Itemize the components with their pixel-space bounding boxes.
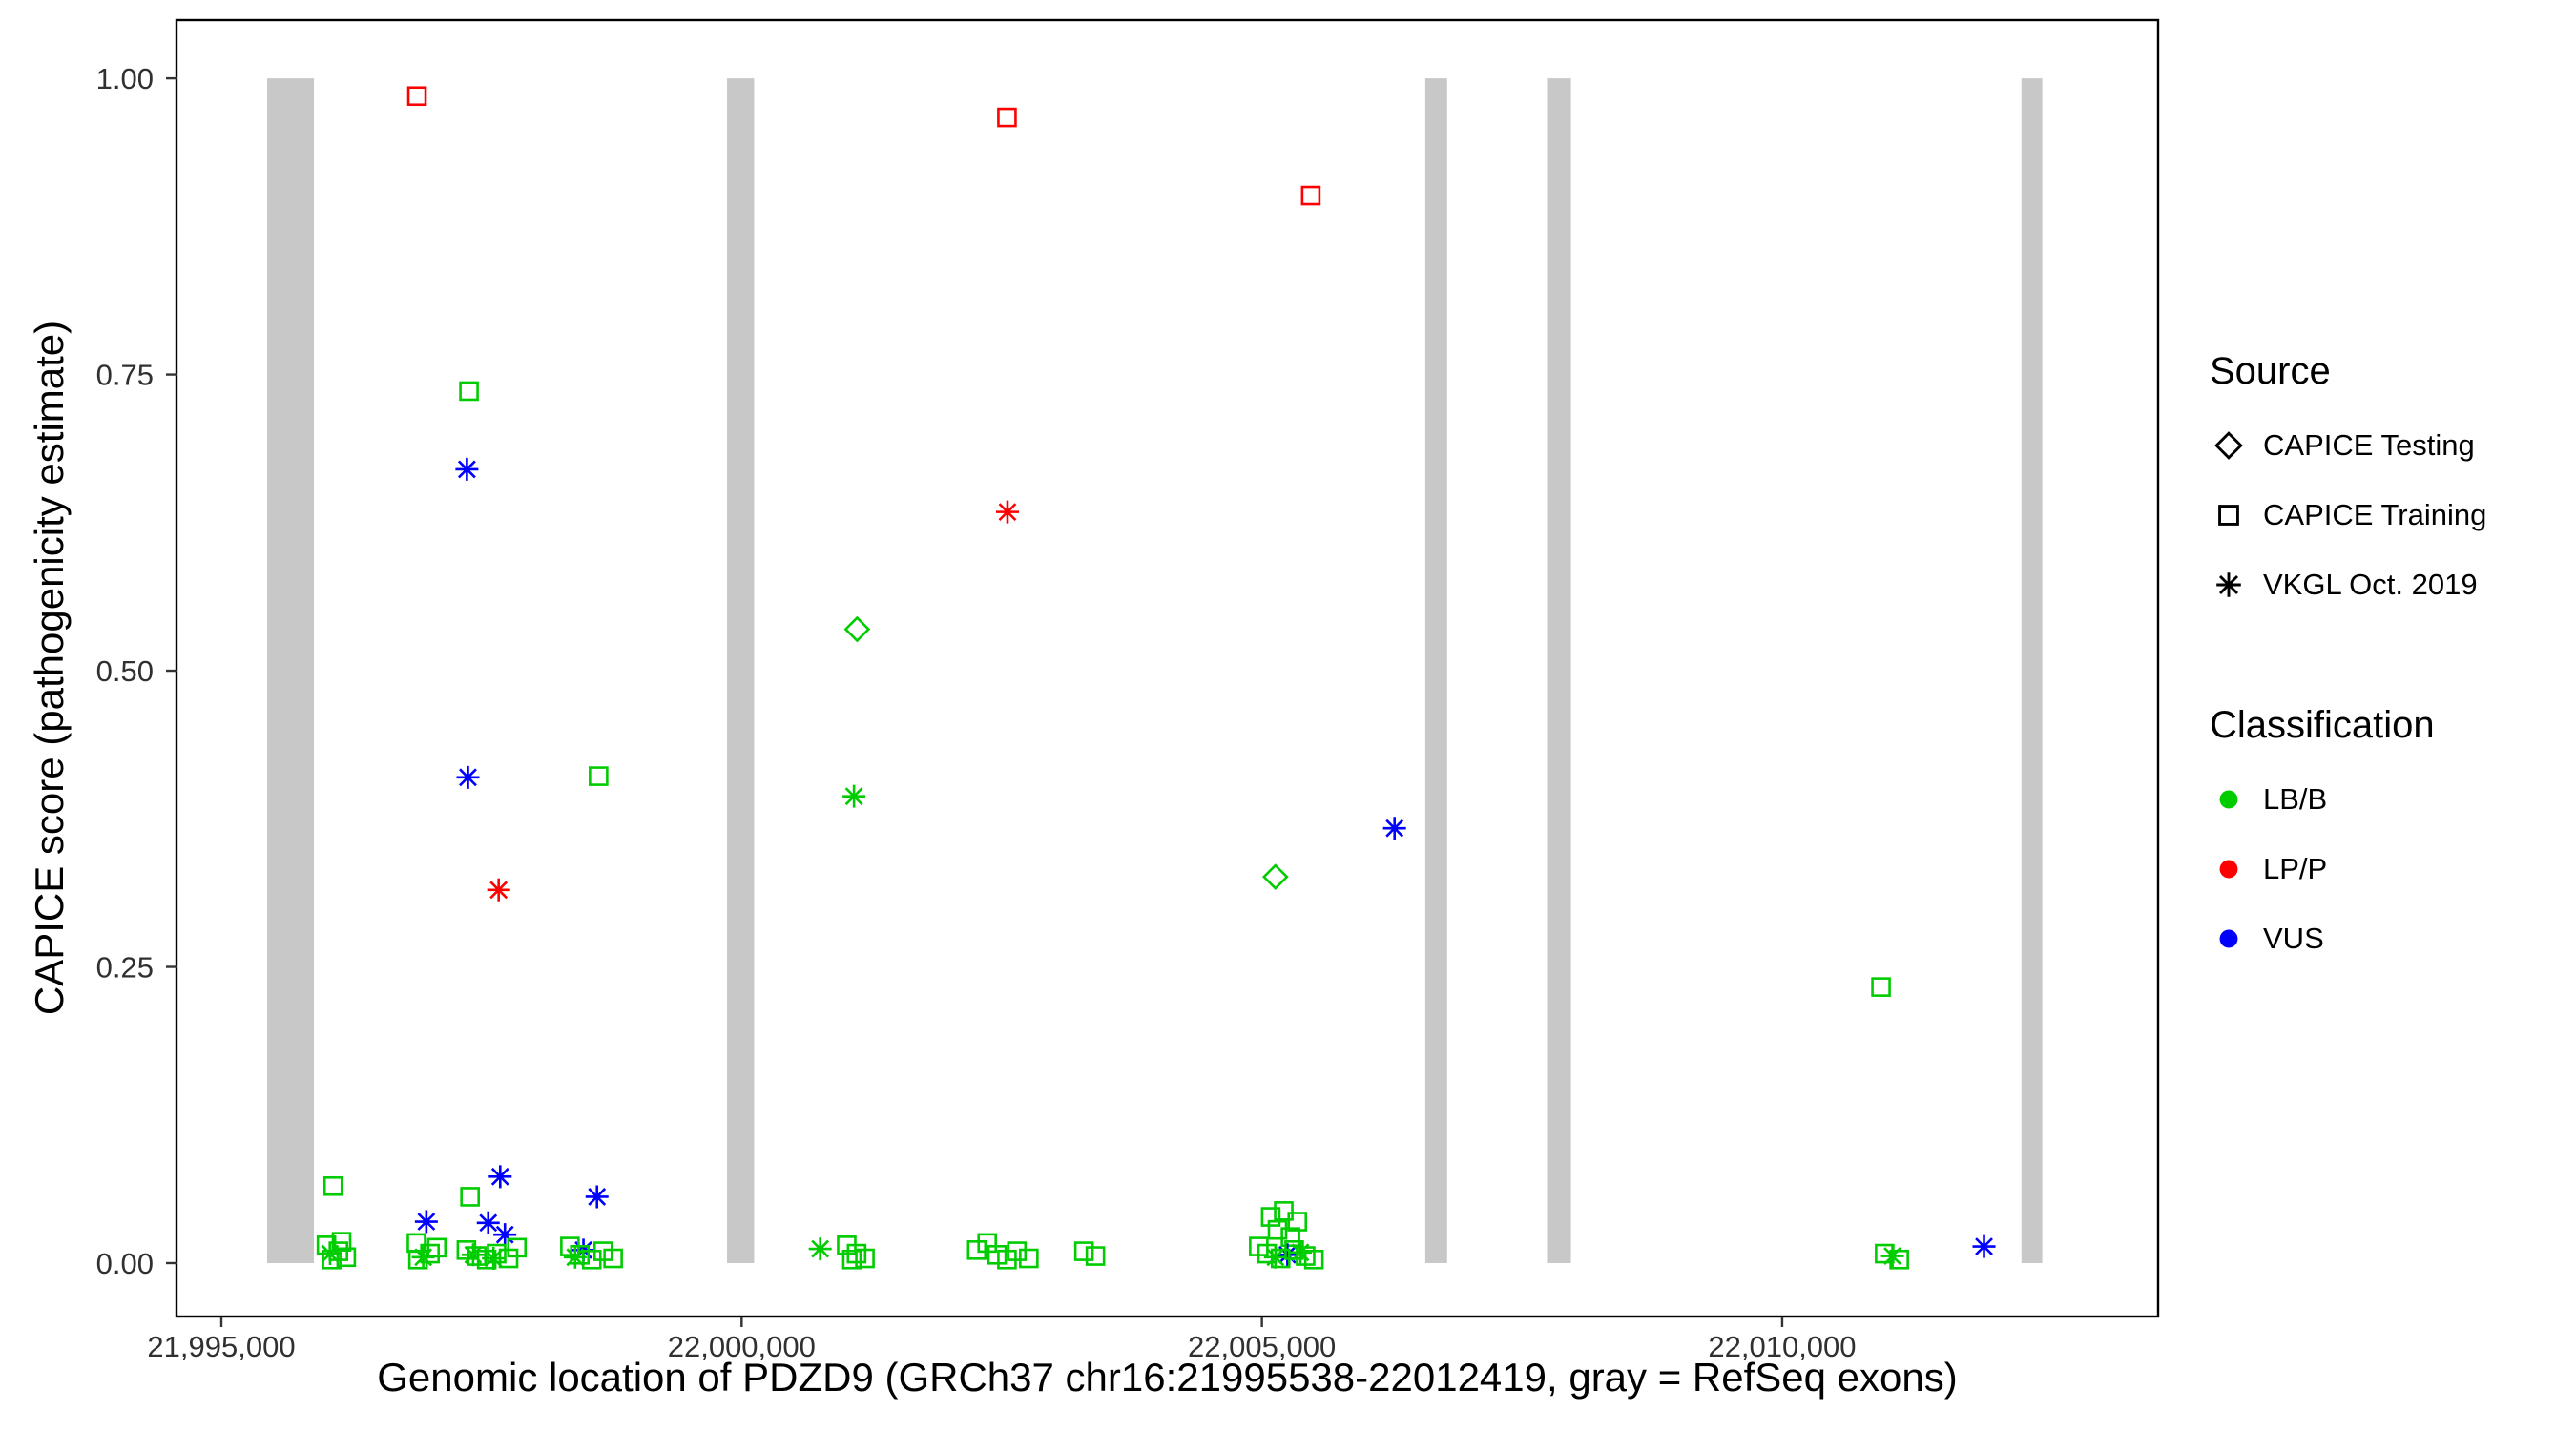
data-point — [585, 1185, 609, 1209]
data-point — [1288, 1240, 1312, 1264]
diamond-icon — [2214, 430, 2243, 460]
data-point — [493, 1223, 517, 1247]
data-point — [1303, 1249, 1324, 1270]
data-point — [411, 1245, 435, 1269]
legend: Source CAPICE Testing CAPICE Training VK… — [2210, 349, 2486, 973]
data-point — [841, 1249, 862, 1270]
data-point — [461, 1243, 485, 1267]
exon-bar — [1424, 78, 1447, 1263]
data-point — [322, 1175, 343, 1196]
data-point — [1261, 863, 1289, 890]
x-tick-label: 22,010,000 — [1708, 1330, 1856, 1363]
panel-border — [175, 18, 2160, 1318]
legend-item-label: LP/P — [2263, 851, 2328, 885]
data-point — [336, 1247, 357, 1268]
legend-item-label: CAPICE Testing — [2263, 427, 2475, 462]
data-point — [842, 784, 866, 808]
legend-group-classification: Classification LB/B LP/P VUS — [2210, 703, 2486, 973]
data-point — [589, 766, 609, 786]
data-point — [459, 381, 479, 402]
y-tick-label: 0.25 — [96, 951, 154, 985]
x-tick-label: 22,005,000 — [1188, 1330, 1336, 1363]
circle-icon-blue — [2219, 929, 2238, 947]
legend-classification-title: Classification — [2210, 704, 2435, 746]
data-point — [406, 86, 427, 107]
data-point — [1287, 1212, 1308, 1232]
data-point — [843, 615, 871, 643]
legend-item-capice-training: CAPICE Training — [2210, 480, 2486, 550]
data-point — [966, 1240, 987, 1260]
y-tick-label: 1.00 — [96, 62, 154, 95]
data-point — [592, 1241, 613, 1261]
legend-item-label: CAPICE Training — [2263, 497, 2487, 531]
circle-icon-red — [2219, 860, 2238, 878]
y-tick-label: 0.50 — [96, 654, 154, 688]
data-point — [476, 1211, 500, 1234]
data-point — [460, 1187, 480, 1207]
data-point — [603, 1248, 623, 1269]
data-point — [808, 1237, 832, 1261]
legend-item-label: VUS — [2263, 921, 2324, 955]
legend-item-label: VKGL Oct. 2019 — [2263, 567, 2478, 601]
exon-bar — [2021, 78, 2043, 1263]
data-point — [1274, 1201, 1294, 1221]
data-point — [488, 1165, 512, 1189]
legend-item-vus: VUS — [2210, 903, 2486, 973]
exon-bar — [1547, 78, 1571, 1263]
data-point — [1889, 1249, 1909, 1270]
data-point — [318, 1242, 342, 1266]
legend-item-lpp: LP/P — [2210, 834, 2486, 903]
legend-source-title: Source — [2210, 350, 2331, 392]
legend-item-label: LB/B — [2263, 781, 2328, 816]
data-point — [487, 878, 510, 902]
data-point — [977, 1233, 998, 1254]
y-tick-label: 0.75 — [96, 359, 154, 392]
data-point — [1880, 1244, 1904, 1268]
data-point — [995, 500, 1019, 524]
data-point — [563, 1245, 587, 1269]
data-point — [1260, 1207, 1281, 1227]
y-axis-title: CAPICE score (pathogenicity estimate) — [27, 320, 72, 1016]
x-tick-label: 22,000,000 — [668, 1330, 816, 1363]
data-point — [1085, 1246, 1106, 1266]
data-point — [456, 1240, 477, 1260]
data-point — [1019, 1248, 1039, 1269]
data-point — [331, 1232, 352, 1252]
data-point — [855, 1248, 875, 1269]
data-point — [1276, 1243, 1299, 1267]
exon-bar — [727, 78, 755, 1263]
circle-icon-green — [2219, 790, 2238, 808]
legend-item-lbb: LB/B — [2210, 764, 2486, 834]
legend-group-source: Source CAPICE Testing CAPICE Training VK… — [2210, 349, 2486, 619]
data-point — [1267, 1219, 1288, 1240]
x-axis-title: Genomic location of PDZD9 (GRCh37 chr16:… — [377, 1355, 1958, 1400]
data-point — [997, 107, 1017, 128]
data-point — [1300, 185, 1321, 206]
legend-item-vkgl: VKGL Oct. 2019 — [2210, 550, 2486, 619]
data-point — [1972, 1234, 1996, 1258]
legend-item-capice-testing: CAPICE Testing — [2210, 410, 2486, 480]
data-point — [987, 1244, 1008, 1265]
data-point — [426, 1237, 447, 1258]
y-tick-label: 0.00 — [96, 1247, 154, 1280]
x-tick-label: 21,995,000 — [147, 1330, 295, 1363]
data-point — [1263, 1245, 1287, 1269]
data-point — [482, 1247, 506, 1271]
data-point — [1073, 1241, 1094, 1261]
data-point — [455, 457, 479, 481]
data-point — [1382, 817, 1406, 840]
data-point — [414, 1210, 438, 1234]
data-point — [456, 765, 480, 789]
exon-bar — [266, 78, 315, 1263]
data-point — [1871, 977, 1891, 997]
asterisk-icon — [2216, 571, 2241, 597]
data-point — [507, 1237, 528, 1258]
square-icon — [2218, 504, 2239, 526]
data-point — [1007, 1241, 1028, 1261]
data-point — [1280, 1227, 1300, 1247]
